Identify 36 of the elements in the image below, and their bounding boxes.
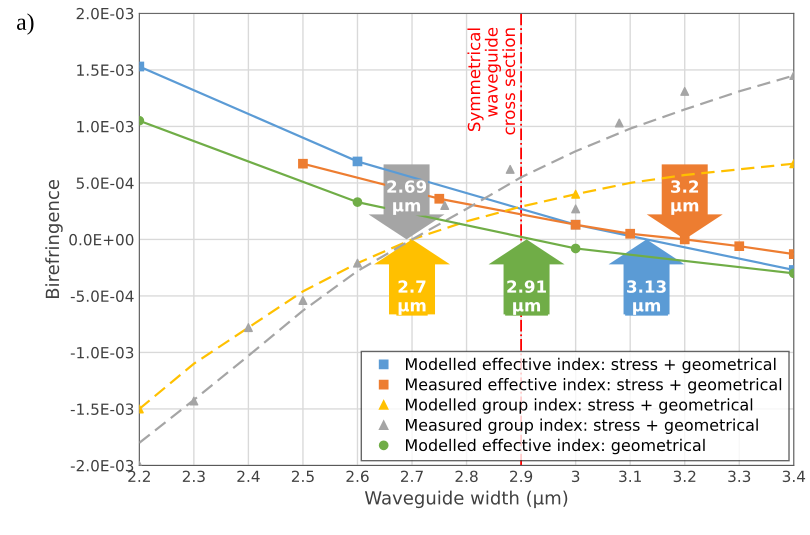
x-tick-label: 2.2: [128, 470, 150, 482]
text: a): [17, 13, 34, 35]
x-tick-label: 3.3: [728, 470, 750, 482]
legend-label: Modelled effective index: stress + geometrical: [406, 358, 776, 374]
y-tick-label: 5.0E-04: [76, 177, 134, 189]
y-tick-label: 1.5E-03: [77, 64, 134, 76]
x-tick-label: 2.7: [400, 470, 423, 482]
annotation: 2.7 µm: [398, 280, 426, 315]
legend-label: Modelled effective index: geometrical: [406, 438, 705, 454]
legend-label: Modelled group index: stress + geometrical: [406, 398, 752, 414]
legend-label: Measured effective index: stress + geometrical: [406, 378, 782, 394]
y-tick-label: 0.0E+00: [69, 234, 134, 246]
y-tick-label: 1.0E-03: [77, 120, 134, 132]
x-tick-label: 2.8: [456, 470, 478, 482]
ref-line-label: Symmetrical waveguide cross section: [467, 28, 516, 135]
x-tick-label: 2.9: [510, 470, 532, 482]
x-tick-label: 2.5: [292, 470, 314, 482]
legend-label: Measured group index: stress + geometrical: [406, 418, 758, 434]
annotation: 3.2 µm: [671, 180, 698, 215]
annotation: 2.69 µm: [387, 180, 426, 215]
x-tick-label: 3.4: [782, 470, 806, 482]
x-tick-label: 2.3: [182, 470, 205, 482]
x-tick-label: 3.2: [674, 470, 696, 482]
y-axis-title: Birefringence: [45, 180, 63, 298]
y-tick-label: -5.0E-04: [70, 290, 134, 302]
x-tick-label: 3: [572, 470, 580, 482]
y-tick-label: -1.5E-03: [70, 403, 134, 415]
x-tick-label: 2.6: [346, 470, 369, 482]
y-tick-label: 2.0E-03: [76, 8, 134, 20]
x-axis-title: Waveguide width (µm): [364, 490, 568, 508]
x-tick-label: 2.4: [237, 470, 260, 482]
annotation: 3.13 µm: [627, 280, 666, 315]
y-tick-label: -2.0E-03: [70, 460, 134, 472]
annotation: 2.91 µm: [507, 280, 546, 315]
x-tick-label: 3.1: [619, 470, 641, 482]
y-tick-label: -1.0E-03: [70, 346, 134, 358]
